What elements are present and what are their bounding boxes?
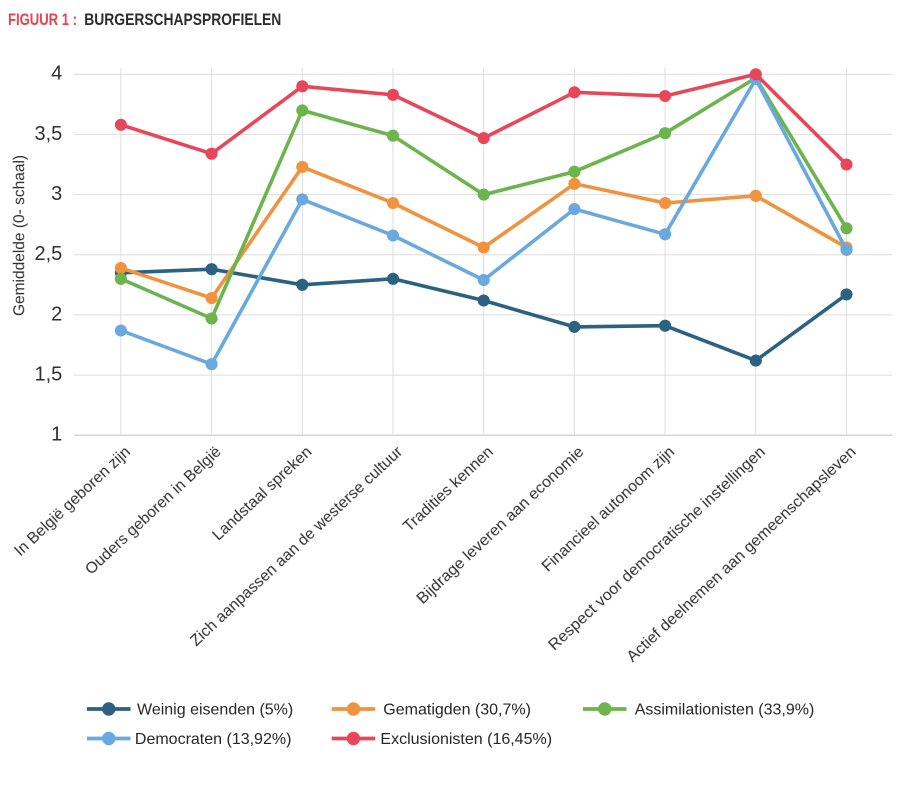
svg-text:Democraten (13,92%): Democraten (13,92%)	[135, 731, 292, 748]
svg-text:Assimilationisten (33,9%): Assimilationisten (33,9%)	[635, 702, 815, 719]
svg-text:BURGERSCHAPSPROFIELEN: BURGERSCHAPSPROFIELEN	[84, 10, 281, 29]
svg-text:Gematigden (30,7%): Gematigden (30,7%)	[383, 702, 531, 719]
svg-text:2: 2	[51, 303, 62, 325]
svg-text:Gemiddelde (0- schaal): Gemiddelde (0- schaal)	[11, 155, 28, 316]
svg-text:Weinig eisenden (5%): Weinig eisenden (5%)	[137, 702, 293, 719]
svg-text:FIGUUR 1 :: FIGUUR 1 :	[8, 10, 77, 29]
svg-text:3: 3	[51, 183, 62, 205]
svg-text:Exclusionisten (16,45%): Exclusionisten (16,45%)	[380, 731, 552, 748]
svg-text:1: 1	[51, 424, 62, 446]
svg-text:4: 4	[51, 63, 62, 85]
svg-text:2,5: 2,5	[34, 243, 62, 265]
svg-text:1,5: 1,5	[34, 363, 62, 385]
svg-text:3,5: 3,5	[34, 123, 62, 145]
